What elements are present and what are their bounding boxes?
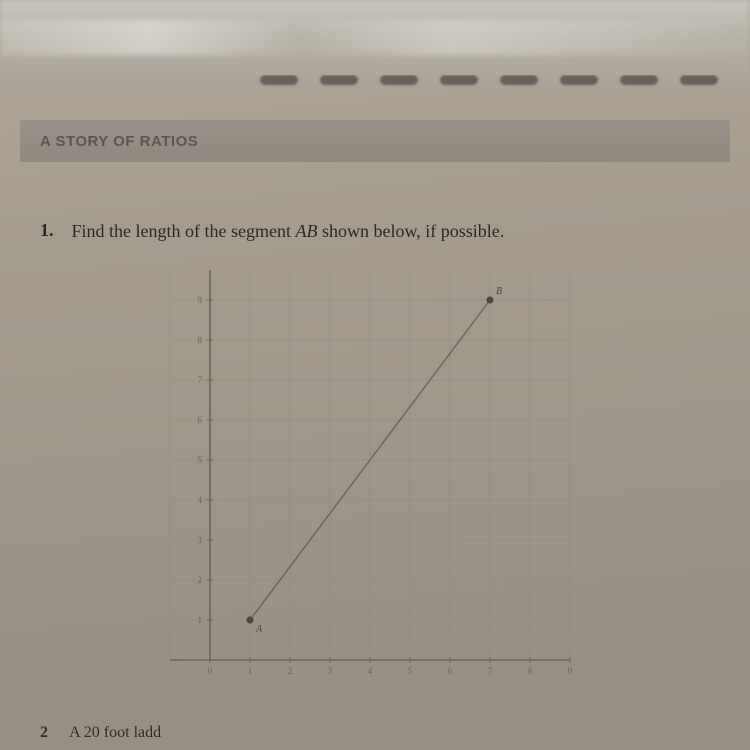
svg-text:4: 4 [198,495,203,505]
svg-text:7: 7 [488,666,493,676]
svg-text:5: 5 [408,666,413,676]
svg-text:2: 2 [198,575,203,585]
svg-text:2: 2 [288,666,293,676]
question-number: 1. [40,220,54,243]
svg-text:3: 3 [328,666,333,676]
next-question-partial: 2 A 20 foot ladd [40,724,161,742]
svg-text:8: 8 [198,335,203,345]
coordinate-graph: y0123456789123456789AB [150,270,640,700]
svg-text:0: 0 [208,666,213,676]
question-text: Find the length of the segment AB shown … [72,220,505,243]
svg-text:4: 4 [368,666,373,676]
svg-text:A: A [255,624,263,635]
svg-text:B: B [496,286,502,297]
svg-text:6: 6 [198,415,203,425]
q-text-after: shown below, if possible. [317,221,504,241]
q-segment-name: AB [295,221,317,241]
binder-shine [0,20,750,55]
graph-svg: y0123456789123456789AB [150,270,640,700]
worksheet-page: A STORY OF RATIOS 1. Find the length of … [0,0,750,750]
q-text-before: Find the length of the segment [72,221,296,241]
svg-text:6: 6 [448,666,453,676]
header-bar: A STORY OF RATIOS [20,120,730,162]
svg-text:1: 1 [248,666,253,676]
svg-text:9: 9 [568,666,573,676]
svg-text:3: 3 [198,535,203,545]
question-1: 1. Find the length of the segment AB sho… [40,220,710,243]
svg-text:7: 7 [198,375,203,385]
perforation-row [0,75,750,89]
svg-text:5: 5 [198,455,203,465]
next-q-fragment: A 20 foot ladd [69,724,161,741]
svg-text:8: 8 [528,666,533,676]
svg-text:9: 9 [198,295,203,305]
next-q-number: 2 [40,724,48,741]
svg-text:1: 1 [198,615,203,625]
header-title: A STORY OF RATIOS [40,133,198,150]
